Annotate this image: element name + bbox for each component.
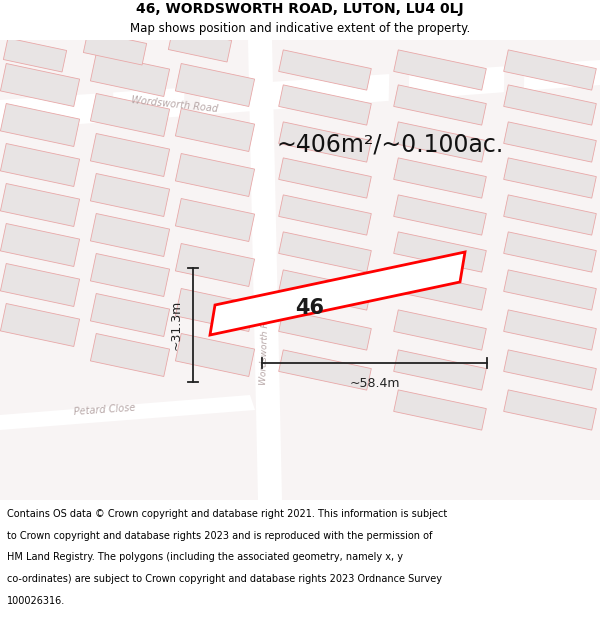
Polygon shape [394, 350, 487, 390]
Polygon shape [394, 270, 487, 310]
Polygon shape [91, 94, 170, 136]
Polygon shape [278, 310, 371, 350]
Polygon shape [278, 50, 371, 90]
Polygon shape [394, 158, 487, 198]
Polygon shape [1, 144, 80, 186]
Text: HM Land Registry. The polygons (including the associated geometry, namely x, y: HM Land Registry. The polygons (includin… [7, 552, 403, 562]
Polygon shape [394, 232, 487, 272]
Polygon shape [503, 50, 596, 90]
Polygon shape [1, 104, 80, 146]
Text: to Crown copyright and database rights 2023 and is reproduced with the permissio: to Crown copyright and database rights 2… [7, 531, 433, 541]
Polygon shape [248, 40, 282, 500]
Polygon shape [1, 304, 80, 346]
Polygon shape [278, 122, 371, 162]
Polygon shape [83, 31, 146, 65]
Polygon shape [175, 289, 254, 331]
Text: Wordsworth Road: Wordsworth Road [259, 304, 271, 386]
Text: ~406m²/~0.100ac.: ~406m²/~0.100ac. [277, 133, 503, 157]
Text: 100026316.: 100026316. [7, 596, 65, 606]
Polygon shape [0, 395, 255, 430]
Polygon shape [175, 154, 254, 196]
Text: 46, WORDSWORTH ROAD, LUTON, LU4 0LJ: 46, WORDSWORTH ROAD, LUTON, LU4 0LJ [136, 2, 464, 16]
Polygon shape [175, 109, 254, 151]
Polygon shape [91, 334, 170, 376]
Text: 46: 46 [296, 298, 325, 318]
Polygon shape [503, 310, 596, 350]
Polygon shape [210, 252, 465, 335]
Polygon shape [91, 174, 170, 216]
Polygon shape [4, 38, 67, 72]
Polygon shape [175, 334, 254, 376]
Polygon shape [503, 390, 596, 430]
Polygon shape [278, 195, 371, 235]
Polygon shape [394, 195, 487, 235]
Polygon shape [278, 350, 371, 390]
Polygon shape [503, 270, 596, 310]
Polygon shape [394, 50, 487, 90]
Polygon shape [1, 64, 80, 106]
Polygon shape [1, 224, 80, 266]
Polygon shape [394, 310, 487, 350]
Text: Wordsworth Road: Wordsworth Road [131, 96, 219, 114]
Polygon shape [503, 158, 596, 198]
Polygon shape [85, 40, 115, 500]
Polygon shape [91, 294, 170, 336]
Polygon shape [175, 64, 254, 106]
Polygon shape [503, 195, 596, 235]
Polygon shape [91, 254, 170, 296]
Polygon shape [394, 85, 487, 125]
Polygon shape [503, 85, 596, 125]
Text: co-ordinates) are subject to Crown copyright and database rights 2023 Ordnance S: co-ordinates) are subject to Crown copyr… [7, 574, 442, 584]
Polygon shape [278, 158, 371, 198]
Polygon shape [91, 54, 170, 96]
Text: Contains OS data © Crown copyright and database right 2021. This information is : Contains OS data © Crown copyright and d… [7, 509, 448, 519]
Polygon shape [175, 199, 254, 241]
Polygon shape [0, 60, 600, 130]
Polygon shape [380, 40, 410, 500]
Polygon shape [394, 122, 487, 162]
Polygon shape [394, 390, 487, 430]
Polygon shape [495, 40, 525, 500]
Text: Petard Close: Petard Close [74, 403, 136, 417]
Polygon shape [91, 214, 170, 256]
Text: Map shows position and indicative extent of the property.: Map shows position and indicative extent… [130, 22, 470, 35]
Polygon shape [503, 350, 596, 390]
Polygon shape [278, 232, 371, 272]
Polygon shape [503, 122, 596, 162]
Polygon shape [1, 264, 80, 306]
Polygon shape [91, 134, 170, 176]
Text: ~58.4m: ~58.4m [349, 377, 400, 390]
Polygon shape [1, 184, 80, 226]
Polygon shape [175, 244, 254, 286]
Polygon shape [503, 232, 596, 272]
Polygon shape [278, 85, 371, 125]
Text: ~31.3m: ~31.3m [170, 300, 183, 350]
Polygon shape [278, 270, 371, 310]
Polygon shape [169, 28, 232, 62]
Polygon shape [172, 40, 202, 500]
